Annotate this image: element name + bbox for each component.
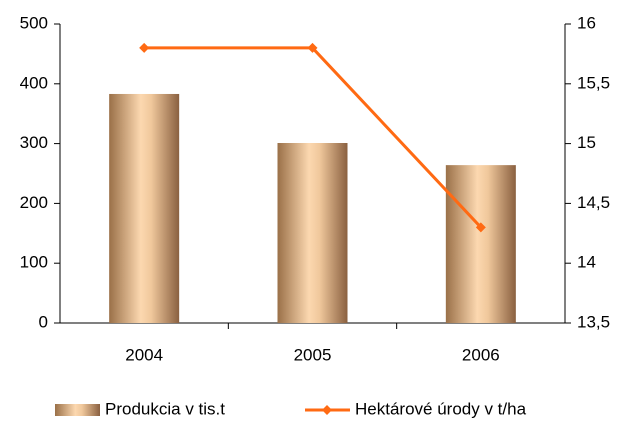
y2-tick-label: 16 <box>577 13 596 32</box>
y2-tick-label: 14 <box>577 253 596 272</box>
y-tick-label: 300 <box>20 133 48 152</box>
y2-tick-label: 15 <box>577 133 596 152</box>
marker <box>139 42 150 53</box>
legend-label: Produkcia v tis.t <box>105 399 225 418</box>
y-tick-label: 500 <box>20 13 48 32</box>
marker <box>475 222 486 233</box>
legend-swatch <box>55 404 100 416</box>
x-tick-label: 2005 <box>294 345 332 364</box>
x-tick-label: 2004 <box>125 345 163 364</box>
y2-tick-label: 13,5 <box>577 312 610 331</box>
bar <box>109 93 180 323</box>
y2-tick-label: 15,5 <box>577 73 610 92</box>
y-tick-label: 200 <box>20 193 48 212</box>
marker <box>307 42 318 53</box>
y2-tick-label: 14,5 <box>577 193 610 212</box>
y-tick-label: 0 <box>39 312 48 331</box>
bar <box>445 165 516 323</box>
y-tick-label: 100 <box>20 253 48 272</box>
legend-marker <box>322 405 332 415</box>
legend-label: Hektárové úrody v t/ha <box>355 399 527 418</box>
y-tick-label: 400 <box>20 73 48 92</box>
bar <box>277 143 348 323</box>
x-tick-label: 2006 <box>462 345 500 364</box>
